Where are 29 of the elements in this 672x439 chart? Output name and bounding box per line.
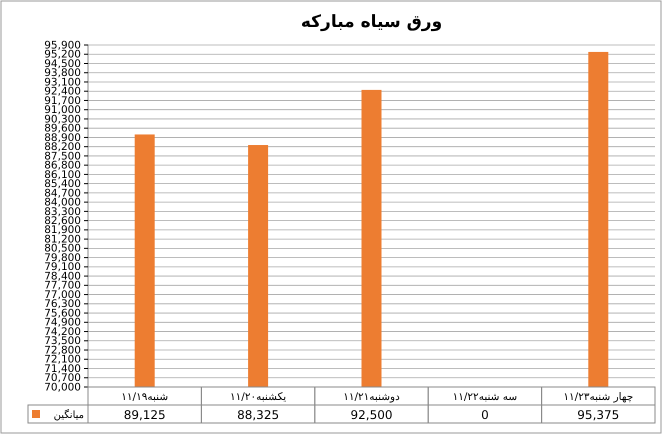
x-tick-label: چهار شنبه۱۱/۲۳ [563,391,634,403]
x-tick-label: یکشنبه۱۱/۲۰ [230,391,286,403]
y-tick-label: 74,200 [44,326,81,338]
y-tick-label: 91,700 [44,94,81,107]
y-tick-label: 75,600 [44,307,81,320]
y-tick-label: 70,000 [44,381,81,394]
data-label: 92,500 [350,408,392,422]
data-label: 88,325 [237,408,280,422]
legend-label: میانگین [54,409,84,421]
y-tick-label: 71,400 [44,362,81,375]
y-tick-label: 72,800 [44,344,81,356]
y-tick-label: 95,900 [44,39,81,52]
y-tick-label: 93,100 [44,76,81,88]
y-tick-label: 87,500 [44,150,81,162]
y-tick-label: 79,800 [44,252,81,264]
data-label: 95,375 [577,408,620,422]
text: 0 [481,408,489,422]
y-tick-label: 78,400 [44,270,81,282]
y-tick-label: 77,000 [44,288,81,301]
y-tick-label: 88,900 [44,132,81,144]
chart-title: ورق سیاه مبارکه [300,12,442,32]
y-tick-label: 94,500 [44,58,81,70]
x-tick-label: شنبه۱۱/۱۹ [121,391,168,403]
x-tick-label: سه شنبه۱۱/۲۲ [452,391,518,403]
data-label: 89,125 [124,408,166,422]
y-tick-label: 90,300 [44,113,81,126]
x-tick-label: دوشنبه۱۱/۲۱ [343,391,400,403]
y-tick-label: 86,100 [44,168,81,181]
y-tick-label: 81,200 [44,233,81,246]
